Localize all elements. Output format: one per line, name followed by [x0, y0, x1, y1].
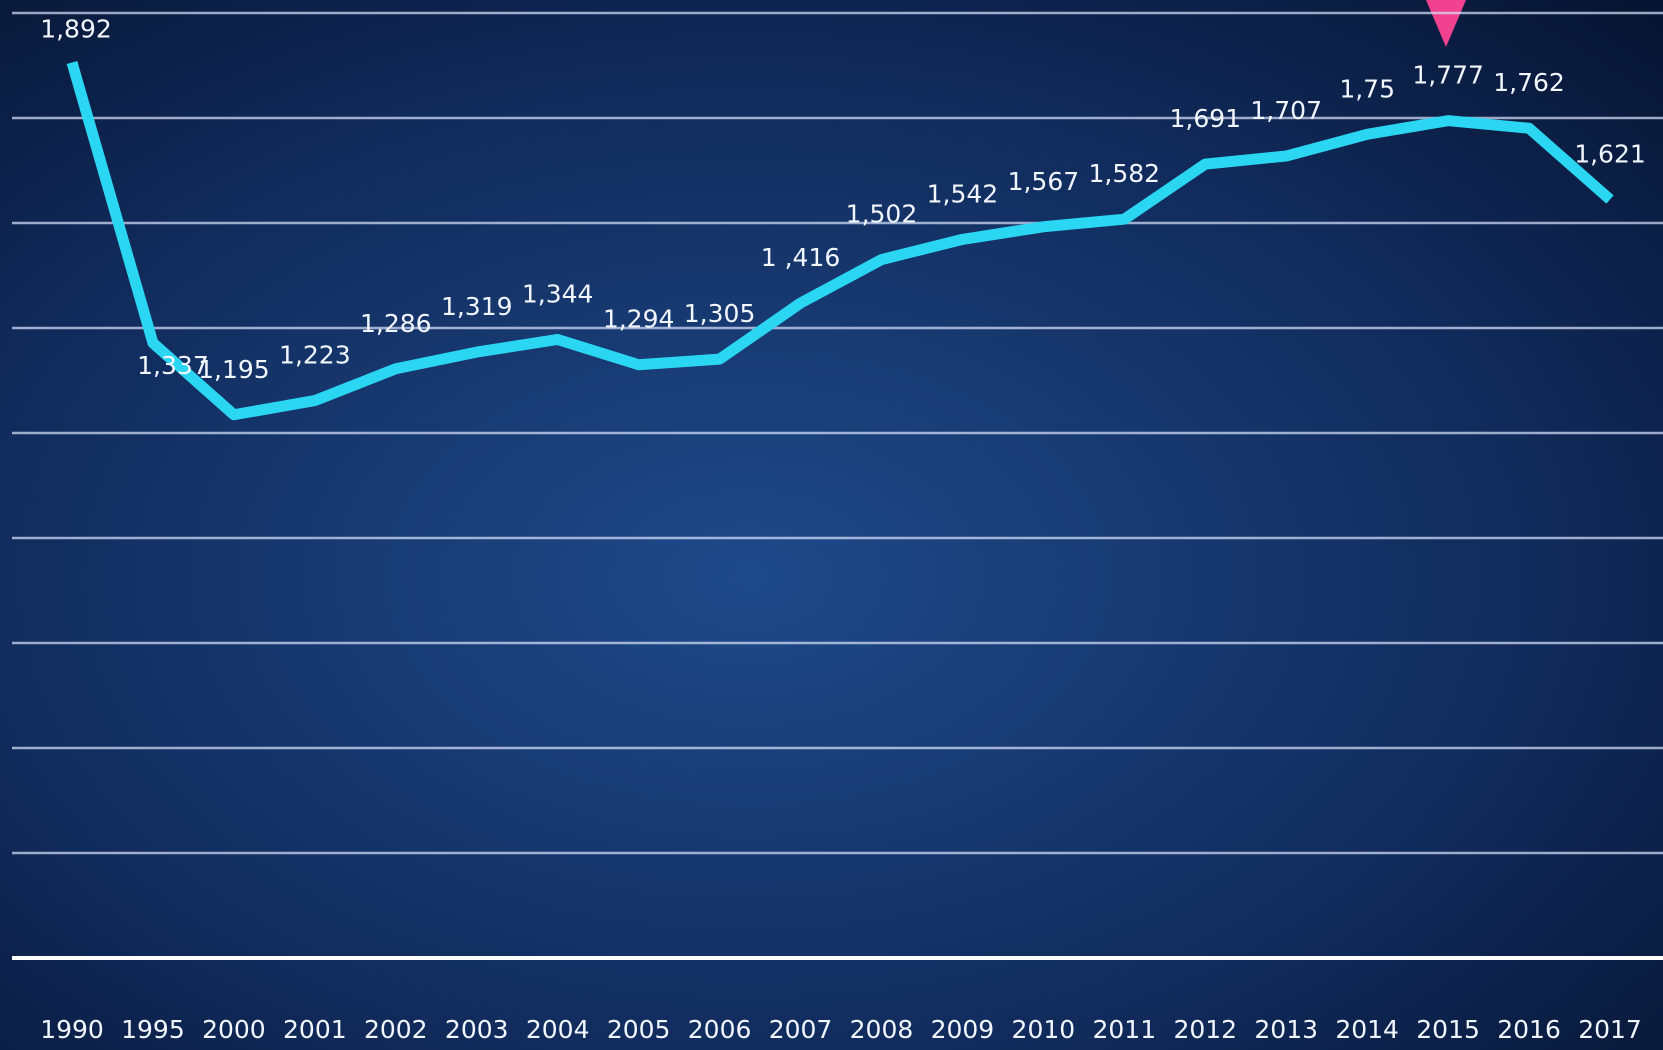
data-label: 1,542: [927, 179, 999, 208]
data-label: 1,223: [279, 341, 351, 370]
x-tick-label: 2000: [202, 1015, 266, 1044]
x-tick-label: 2017: [1578, 1015, 1642, 1044]
data-line: [66, 60, 1614, 421]
x-tick-label: 2001: [283, 1015, 347, 1044]
data-label: 1 ,416: [761, 243, 841, 272]
x-tick-label: 2007: [769, 1015, 833, 1044]
x-tick-label: 2004: [526, 1015, 590, 1044]
x-tick-label: 2016: [1497, 1015, 1561, 1044]
data-label: 1,286: [360, 309, 432, 338]
x-tick-label: 2012: [1173, 1015, 1237, 1044]
data-label: 1,582: [1089, 159, 1161, 188]
data-label: 1,195: [198, 355, 270, 384]
data-label: 1,777: [1412, 61, 1484, 90]
data-label: 1,691: [1169, 104, 1241, 133]
data-label: 1,294: [603, 305, 675, 334]
data-label: 1,892: [40, 15, 112, 44]
x-tick-label: 1995: [121, 1015, 185, 1044]
x-tick-label: 2008: [850, 1015, 914, 1044]
x-tick-label: 2011: [1093, 1015, 1157, 1044]
x-tick-label: 2013: [1254, 1015, 1318, 1044]
data-label: 1,337: [137, 351, 209, 380]
x-tick-label: 2015: [1416, 1015, 1480, 1044]
data-label: 1,621: [1574, 139, 1646, 168]
data-label: 1,567: [1008, 167, 1080, 196]
x-tick-label: 2005: [607, 1015, 671, 1044]
data-label: 1,344: [522, 279, 594, 308]
x-tick-label: 2002: [364, 1015, 428, 1044]
x-tick-label: 2006: [688, 1015, 752, 1044]
x-tick-label: 2014: [1335, 1015, 1399, 1044]
data-label: 1,75: [1339, 74, 1395, 103]
x-tick-label: 2010: [1012, 1015, 1076, 1044]
data-label: 1,319: [441, 292, 513, 321]
x-tick-label: 2009: [931, 1015, 995, 1044]
data-label: 1,502: [846, 200, 918, 229]
data-label: 1,305: [684, 299, 756, 328]
data-label: 1,762: [1493, 68, 1565, 97]
data-label: 1,707: [1250, 96, 1322, 125]
x-tick-label: 2003: [445, 1015, 509, 1044]
x-tick-label: 1990: [40, 1015, 104, 1044]
